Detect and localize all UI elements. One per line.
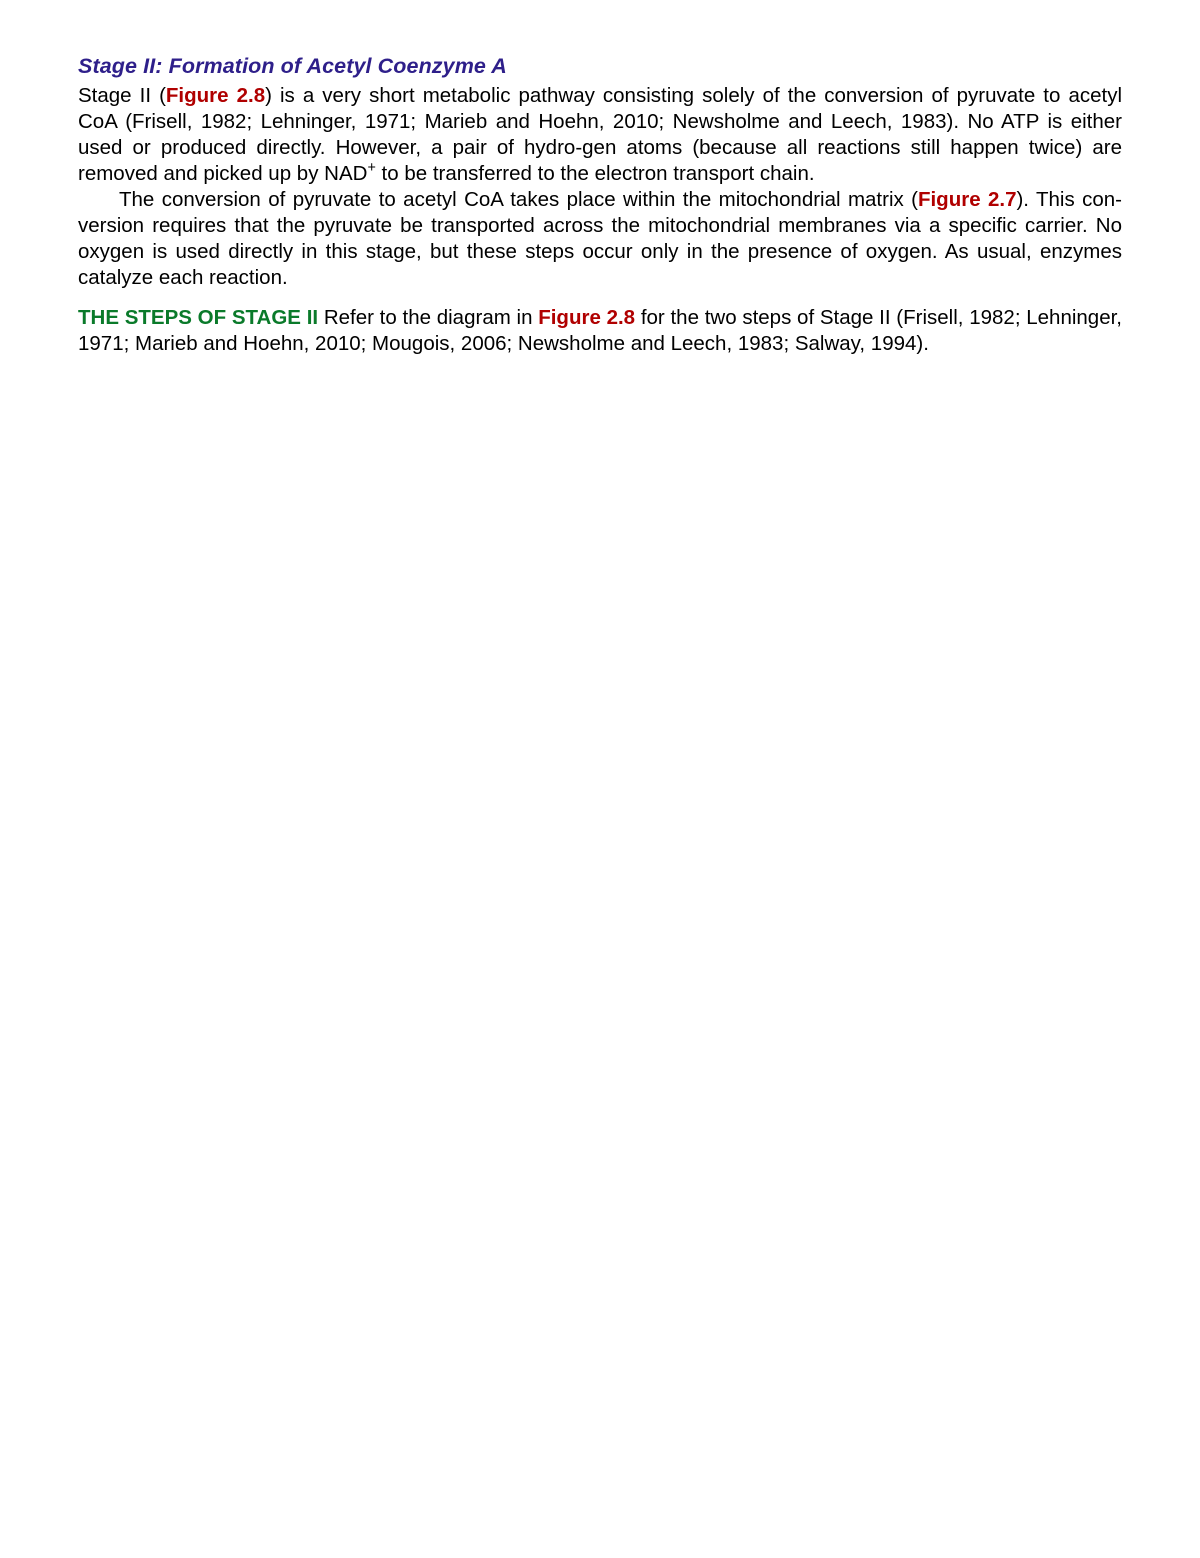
figure-reference: Figure 2.8	[166, 84, 265, 107]
superscript: +	[367, 160, 375, 176]
text-segment: Stage II (	[78, 84, 166, 107]
paragraph-2: The conversion of pyruvate to acetyl CoA…	[78, 187, 1122, 291]
section-heading: Stage II: Formation of Acetyl Coenzyme A	[78, 54, 1122, 79]
text-segment: The conversion of pyruvate to acetyl CoA…	[119, 188, 918, 211]
page-content: Stage II: Formation of Acetyl Coenzyme A…	[0, 0, 1200, 357]
run-in-heading: THE STEPS OF STAGE II	[78, 306, 318, 329]
paragraph-3: THE STEPS OF STAGE II Refer to the diagr…	[78, 305, 1122, 357]
text-segment: to be transferred to the electron transp…	[376, 162, 815, 185]
figure-reference: Figure 2.7	[918, 188, 1017, 211]
figure-reference: Figure 2.8	[538, 306, 635, 329]
paragraph-spacer	[78, 291, 1122, 305]
text-segment: Refer to the diagram in	[318, 306, 538, 329]
paragraph-1: Stage II (Figure 2.8) is a very short me…	[78, 83, 1122, 187]
